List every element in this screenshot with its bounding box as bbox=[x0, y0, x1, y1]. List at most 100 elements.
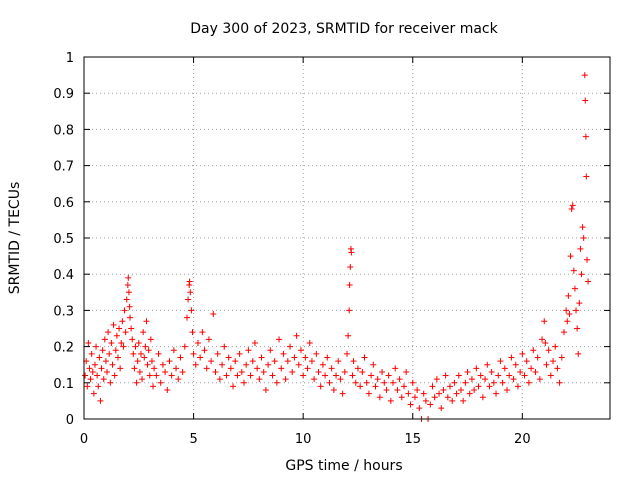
data-point bbox=[407, 401, 414, 408]
data-point bbox=[506, 372, 513, 379]
data-point bbox=[139, 376, 146, 383]
data-point bbox=[245, 347, 252, 354]
data-point bbox=[86, 365, 93, 372]
data-point bbox=[354, 365, 361, 372]
x-tick-label: 10 bbox=[295, 432, 312, 447]
data-point bbox=[108, 339, 115, 346]
data-point bbox=[547, 372, 554, 379]
data-point bbox=[122, 329, 129, 336]
x-tick-label: 15 bbox=[404, 432, 421, 447]
data-point bbox=[146, 372, 153, 379]
data-point bbox=[517, 368, 524, 375]
data-point bbox=[565, 292, 572, 299]
data-point bbox=[440, 387, 447, 394]
data-point bbox=[302, 354, 309, 361]
data-point bbox=[525, 379, 532, 386]
data-point bbox=[346, 282, 353, 289]
data-point bbox=[99, 347, 106, 354]
data-point bbox=[542, 339, 549, 346]
data-point bbox=[564, 318, 571, 325]
data-point bbox=[484, 361, 491, 368]
plot-frame bbox=[83, 56, 611, 420]
data-point bbox=[106, 350, 113, 357]
data-point bbox=[243, 361, 250, 368]
data-point bbox=[330, 387, 337, 394]
data-point bbox=[230, 383, 237, 390]
data-point bbox=[98, 365, 105, 372]
data-point bbox=[143, 318, 150, 325]
data-point bbox=[495, 372, 502, 379]
data-point bbox=[212, 368, 219, 375]
data-point bbox=[573, 307, 580, 314]
data-point bbox=[153, 372, 160, 379]
data-point bbox=[164, 387, 171, 394]
data-point bbox=[201, 347, 208, 354]
data-point bbox=[236, 350, 243, 357]
data-point bbox=[121, 307, 128, 314]
y-tick-label: 0.6 bbox=[53, 196, 74, 211]
data-point bbox=[82, 372, 89, 379]
data-point bbox=[95, 383, 102, 390]
data-point bbox=[101, 336, 108, 343]
data-point bbox=[102, 358, 109, 365]
data-point bbox=[514, 383, 521, 390]
data-point bbox=[181, 343, 188, 350]
data-point bbox=[124, 282, 131, 289]
data-point bbox=[232, 358, 239, 365]
data-point bbox=[114, 354, 121, 361]
data-point bbox=[396, 376, 403, 383]
data-point bbox=[317, 383, 324, 390]
data-point bbox=[90, 390, 97, 397]
data-point bbox=[580, 235, 587, 241]
data-point bbox=[442, 372, 449, 379]
data-point bbox=[493, 390, 500, 397]
data-point bbox=[119, 318, 126, 325]
y-tick-label: 0.7 bbox=[53, 160, 74, 175]
data-point bbox=[365, 390, 372, 397]
data-point bbox=[136, 368, 143, 375]
data-point bbox=[499, 379, 506, 386]
data-point bbox=[403, 368, 410, 375]
data-point bbox=[308, 358, 315, 365]
data-point bbox=[433, 376, 440, 383]
data-point bbox=[508, 354, 515, 361]
data-point bbox=[574, 325, 581, 332]
data-point bbox=[234, 372, 241, 379]
data-point bbox=[521, 372, 528, 379]
data-point bbox=[265, 361, 272, 368]
data-point bbox=[405, 390, 412, 397]
data-point bbox=[258, 354, 265, 361]
data-point bbox=[94, 372, 101, 379]
data-point bbox=[249, 358, 256, 365]
data-point bbox=[539, 336, 546, 343]
data-point bbox=[118, 339, 125, 346]
data-point bbox=[328, 365, 335, 372]
data-point bbox=[123, 296, 130, 303]
data-point bbox=[400, 383, 407, 390]
data-point bbox=[416, 405, 423, 412]
data-point bbox=[453, 390, 460, 397]
y-tick-label: 0.4 bbox=[53, 268, 74, 283]
data-point bbox=[462, 379, 469, 386]
data-point bbox=[501, 365, 508, 372]
data-point bbox=[409, 379, 416, 386]
data-point bbox=[582, 133, 589, 140]
data-point bbox=[346, 307, 353, 314]
y-tick-label: 0.2 bbox=[53, 341, 74, 356]
data-point bbox=[273, 379, 280, 386]
data-point bbox=[477, 372, 484, 379]
data-point bbox=[130, 350, 137, 357]
data-point bbox=[488, 368, 495, 375]
data-point bbox=[100, 376, 107, 383]
data-point bbox=[227, 365, 234, 372]
data-point bbox=[545, 347, 552, 354]
data-point bbox=[466, 390, 473, 397]
data-point bbox=[556, 379, 563, 386]
data-point bbox=[166, 358, 173, 365]
data-point bbox=[104, 368, 111, 375]
data-point bbox=[315, 368, 322, 375]
data-point bbox=[543, 361, 550, 368]
data-point bbox=[131, 365, 138, 372]
data-point bbox=[372, 383, 379, 390]
y-axis-label: SRMTID / TECUs bbox=[7, 182, 23, 295]
